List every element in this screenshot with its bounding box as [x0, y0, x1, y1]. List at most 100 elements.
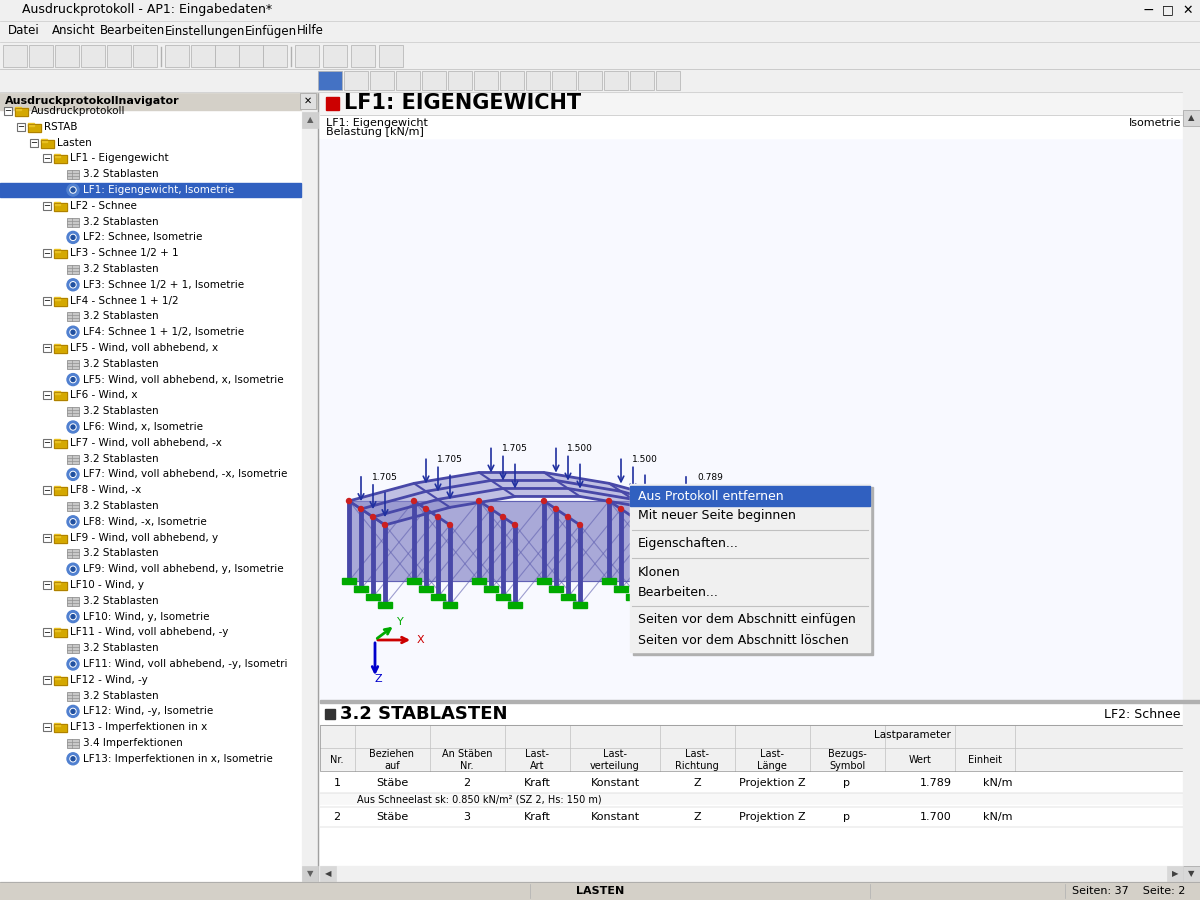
Text: LF11 - Wind, voll abhebend, -y: LF11 - Wind, voll abhebend, -y: [70, 627, 228, 637]
Bar: [323, 45, 347, 67]
Circle shape: [71, 615, 74, 618]
Bar: [43, 724, 50, 731]
Circle shape: [500, 515, 505, 519]
Text: Ausdruckprotokoll: Ausdruckprotokoll: [31, 106, 126, 116]
Bar: [0, 0, 1200, 21]
Text: LF7: Wind, voll abhebend, -x, Isometrie: LF7: Wind, voll abhebend, -x, Isometrie: [83, 470, 287, 480]
Bar: [448, 71, 472, 90]
Bar: [630, 484, 870, 652]
Bar: [54, 439, 60, 442]
Circle shape: [70, 661, 76, 667]
Text: 1: 1: [334, 778, 341, 788]
Text: Bezugs-
Symbol: Bezugs- Symbol: [828, 749, 866, 770]
Bar: [55, 45, 79, 67]
Text: 3: 3: [463, 812, 470, 822]
Bar: [43, 297, 50, 304]
Bar: [67, 170, 79, 179]
Circle shape: [488, 507, 493, 511]
Text: −: −: [43, 628, 50, 637]
Text: 3.2 Stablasten: 3.2 Stablasten: [83, 311, 158, 321]
Polygon shape: [342, 578, 356, 584]
Polygon shape: [407, 578, 421, 584]
Bar: [54, 202, 60, 205]
Bar: [295, 45, 319, 67]
Text: LF8 - Wind, -x: LF8 - Wind, -x: [70, 485, 142, 495]
Bar: [325, 709, 335, 719]
Circle shape: [371, 515, 376, 519]
Text: Konstant: Konstant: [590, 812, 640, 822]
Circle shape: [71, 567, 74, 572]
Text: 3.2 STABLASTEN: 3.2 STABLASTEN: [340, 705, 508, 723]
Text: Projektion Z: Projektion Z: [739, 778, 805, 788]
Circle shape: [67, 374, 79, 385]
Bar: [67, 549, 79, 558]
Circle shape: [70, 187, 76, 193]
Text: Isometrie: Isometrie: [1128, 118, 1181, 128]
Text: Einstellungen: Einstellungen: [166, 24, 245, 38]
Bar: [54, 628, 60, 632]
Circle shape: [565, 515, 570, 519]
Bar: [54, 202, 67, 211]
Circle shape: [71, 425, 74, 429]
Text: Seiten: 37    Seite: 2: Seiten: 37 Seite: 2: [1072, 886, 1186, 896]
Circle shape: [67, 563, 79, 575]
Bar: [133, 45, 157, 67]
Circle shape: [67, 706, 79, 717]
Text: Last-
Länge: Last- Länge: [757, 749, 787, 770]
Bar: [54, 344, 60, 347]
Bar: [54, 486, 60, 490]
Bar: [320, 115, 1200, 138]
Polygon shape: [419, 586, 433, 592]
Bar: [67, 218, 79, 227]
Text: 1.789: 1.789: [920, 778, 952, 788]
Polygon shape: [378, 602, 392, 608]
Text: Last-
verteilung: Last- verteilung: [590, 749, 640, 770]
Circle shape: [71, 330, 74, 334]
Bar: [67, 502, 79, 511]
Bar: [630, 71, 654, 90]
Polygon shape: [602, 578, 616, 584]
Bar: [54, 724, 67, 733]
Text: LF2 - Schnee: LF2 - Schnee: [70, 201, 137, 211]
Text: LF1: Eigengewicht, Isometrie: LF1: Eigengewicht, Isometrie: [83, 185, 234, 195]
Circle shape: [70, 472, 76, 477]
Bar: [54, 582, 67, 590]
Text: Stäbe: Stäbe: [376, 812, 408, 822]
Text: −: −: [18, 122, 24, 131]
Text: 3.2 Stablasten: 3.2 Stablasten: [83, 644, 158, 653]
Bar: [0, 183, 301, 197]
Text: LF4 - Schnee 1 + 1/2: LF4 - Schnee 1 + 1/2: [70, 295, 179, 306]
Bar: [43, 676, 50, 684]
Polygon shape: [544, 501, 610, 581]
Text: Last-
Richtung: Last- Richtung: [676, 749, 719, 770]
Text: Wert: Wert: [908, 755, 931, 765]
Bar: [1183, 92, 1200, 882]
Text: Lasten: Lasten: [58, 138, 91, 148]
Bar: [67, 691, 79, 700]
Text: 3.2 Stablasten: 3.2 Stablasten: [83, 596, 158, 606]
Polygon shape: [698, 517, 710, 605]
Circle shape: [67, 326, 79, 338]
Polygon shape: [667, 578, 682, 584]
Bar: [320, 703, 1200, 725]
Text: p: p: [844, 812, 851, 822]
Bar: [82, 45, 106, 67]
Text: Projektion Z: Projektion Z: [739, 812, 805, 822]
Bar: [263, 45, 287, 67]
Circle shape: [70, 376, 76, 382]
Bar: [634, 487, 874, 655]
Circle shape: [71, 472, 74, 476]
Circle shape: [642, 523, 648, 527]
Polygon shape: [443, 602, 457, 608]
Text: Stäbe: Stäbe: [376, 778, 408, 788]
Bar: [54, 677, 67, 685]
Bar: [67, 454, 79, 464]
Bar: [54, 629, 67, 637]
Bar: [320, 725, 1200, 882]
Circle shape: [70, 708, 76, 715]
Text: Kraft: Kraft: [523, 812, 551, 822]
Text: Nr.: Nr.: [330, 755, 343, 765]
Bar: [604, 71, 628, 90]
Text: 3.4 Imperfektionen: 3.4 Imperfektionen: [83, 738, 182, 748]
Text: LF9 - Wind, voll abhebend, y: LF9 - Wind, voll abhebend, y: [70, 533, 218, 543]
